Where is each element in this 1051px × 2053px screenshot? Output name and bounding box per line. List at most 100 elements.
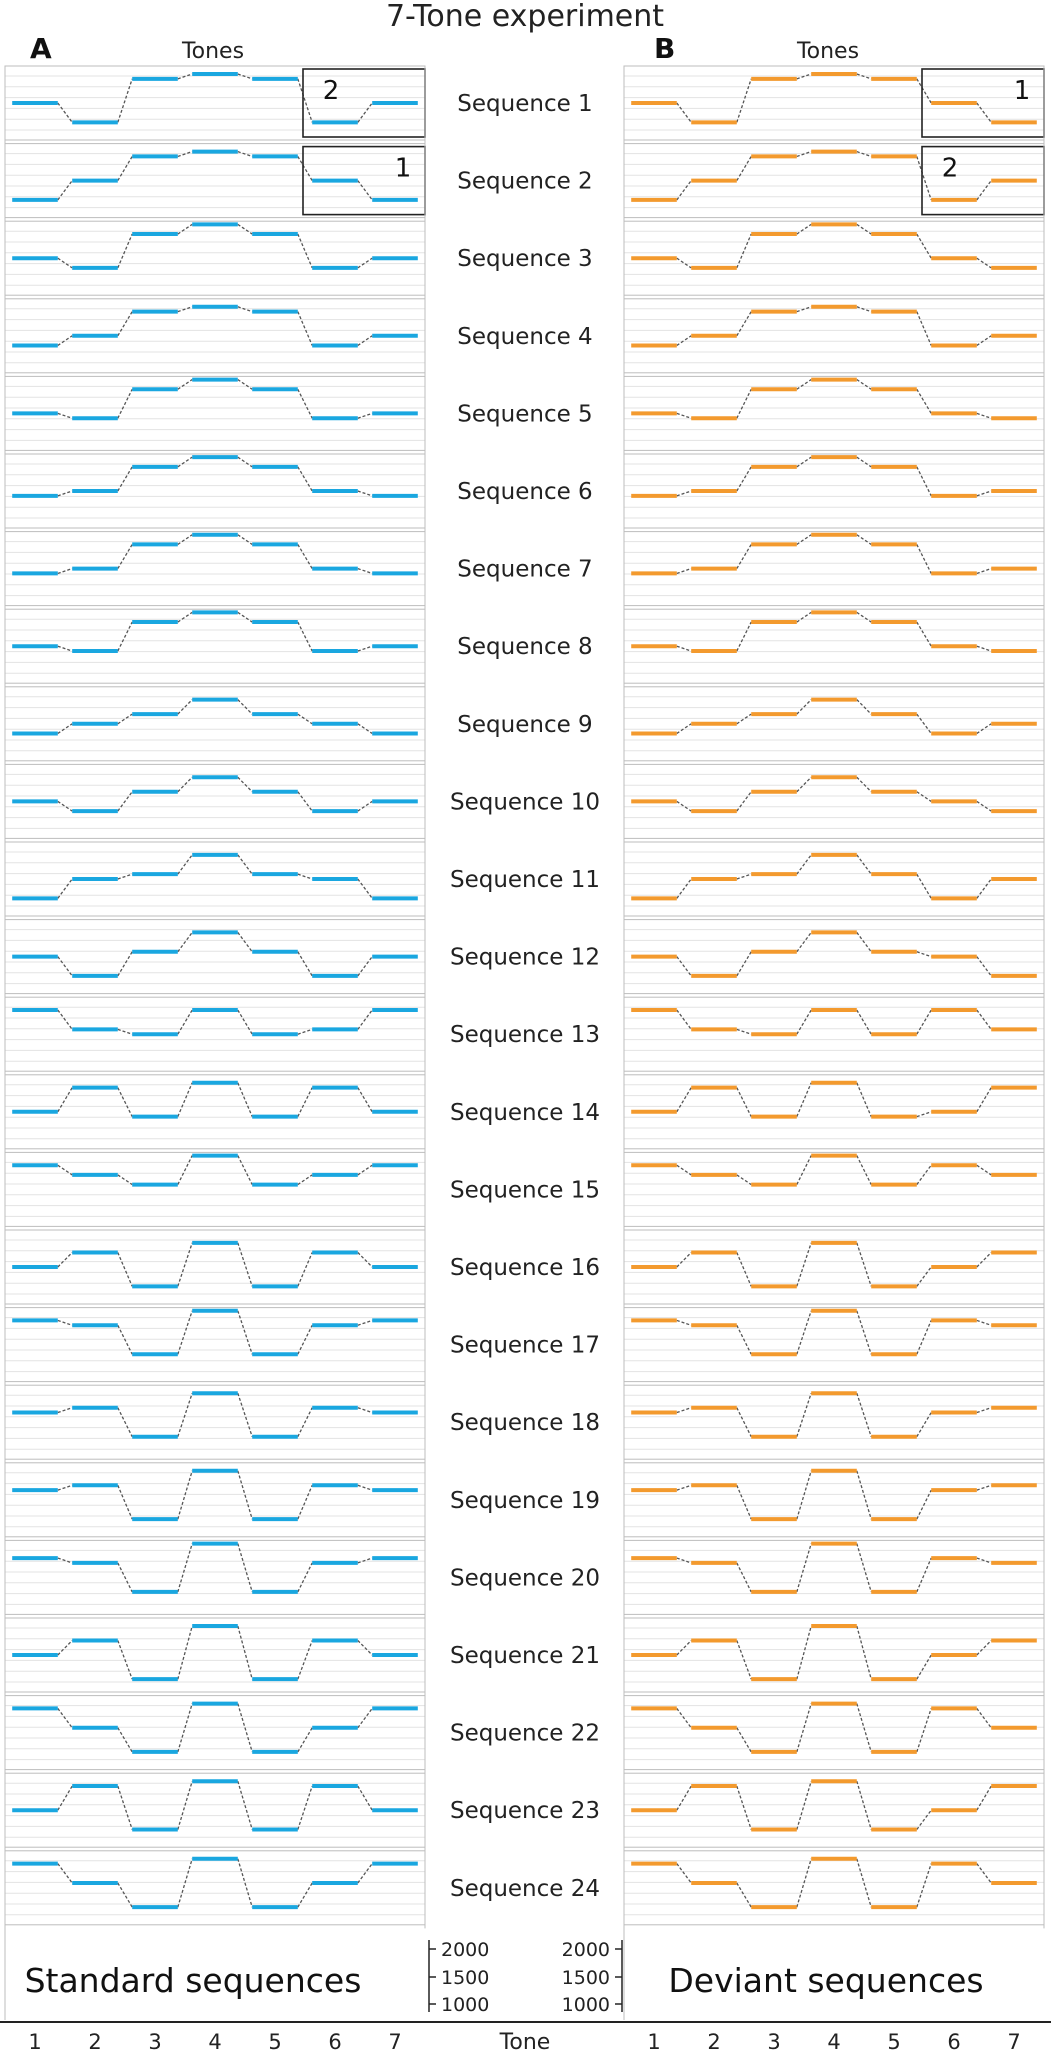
deviant-panel-frame	[623, 1772, 1045, 1848]
tone-connector	[976, 257, 992, 269]
standard-panel-frame	[4, 375, 426, 451]
tone-connector	[357, 878, 373, 899]
y-tick-label: 1000	[441, 1994, 489, 2016]
tone-connector	[117, 388, 133, 419]
sequence-label: Sequence 24	[450, 1876, 600, 1902]
tone-connector	[117, 1407, 133, 1437]
tone-connector	[856, 306, 872, 313]
deviant-panel	[623, 1539, 1045, 1615]
tone-connector	[57, 1009, 73, 1030]
tone-connector	[856, 1703, 872, 1753]
tone-connector	[736, 1640, 752, 1680]
sequence-label: Sequence 2	[457, 169, 592, 195]
tone-connector	[237, 611, 253, 623]
tone-connector	[796, 73, 812, 80]
tone-connector	[796, 1392, 812, 1437]
tone-connector	[976, 1708, 992, 1729]
sequence-label: Sequence 9	[457, 712, 592, 738]
tone-connector	[297, 713, 313, 725]
deviant-x-tick-label: 5	[887, 2030, 900, 2053]
tone-connector	[177, 1155, 193, 1185]
tone-connector	[297, 1252, 313, 1287]
deviant-panel	[623, 453, 1045, 529]
panel-b-header: Tones	[796, 39, 859, 64]
tone-connector	[676, 1164, 692, 1176]
tone-connector	[676, 1252, 692, 1268]
tone-connector	[676, 1708, 692, 1729]
sequence-label: Sequence 16	[450, 1255, 600, 1281]
tone-connector	[177, 306, 193, 313]
deviant-panel	[623, 996, 1045, 1072]
standard-panel	[4, 453, 426, 529]
standard-panel	[4, 608, 426, 684]
tone-connector	[736, 1785, 752, 1830]
standard-panel	[4, 531, 426, 607]
deviant-panel-frame	[623, 453, 1045, 529]
tone-connector	[357, 1640, 373, 1656]
standard-panel: 2	[4, 65, 426, 141]
deviant-panel-frame	[623, 375, 1045, 451]
tone-connector	[736, 388, 752, 419]
tone-connector	[57, 800, 73, 812]
standard-panel-frame	[4, 1462, 426, 1538]
tone-connector	[676, 257, 692, 269]
tone-connector	[357, 1164, 373, 1176]
tone-connector	[177, 854, 193, 875]
tone-connector	[357, 1319, 373, 1326]
deviant-panel-frame	[623, 608, 1045, 684]
tone-connector	[736, 78, 752, 123]
tone-connector	[796, 1781, 812, 1830]
deviant-panel-frame	[623, 1695, 1045, 1771]
standard-panel-frame	[4, 1539, 426, 1615]
standard-panel-frame	[4, 143, 426, 219]
tone-connector	[796, 223, 812, 235]
tone-connector	[57, 567, 73, 575]
tone-connector	[856, 611, 872, 623]
tone-connector	[177, 699, 193, 715]
tone-connector	[856, 534, 872, 545]
deviant-panel	[623, 1074, 1045, 1150]
sequence-label: Sequence 18	[450, 1410, 600, 1436]
deviant-panel	[623, 919, 1045, 995]
tone-connector	[976, 1009, 992, 1030]
deviant-panel-frame	[623, 1384, 1045, 1460]
tone-connector	[297, 621, 313, 652]
tone-connector	[916, 466, 932, 497]
tone-connector	[57, 1863, 73, 1884]
tone-connector	[57, 1484, 73, 1491]
tone-connector	[856, 776, 872, 793]
tone-connector	[736, 1087, 752, 1117]
deviant-panel	[623, 763, 1045, 839]
tone-connector	[856, 1470, 872, 1520]
standard-panel	[4, 375, 426, 451]
tone-connector	[916, 1164, 932, 1185]
tone-connector	[357, 1009, 373, 1030]
tone-connector	[57, 1708, 73, 1729]
tone-connector	[357, 1708, 373, 1729]
tone-connector	[357, 412, 373, 419]
standard-panel-frame	[4, 453, 426, 529]
tone-connector	[237, 1703, 253, 1753]
y-tick-label: 2000	[562, 1939, 610, 1961]
deviant-panel	[623, 1462, 1045, 1538]
tone-connector	[736, 621, 752, 652]
tone-connector	[916, 1809, 932, 1830]
tone-connector	[357, 257, 373, 269]
tone-connector	[297, 388, 313, 419]
tone-connector	[117, 1087, 133, 1117]
tone-connector	[57, 257, 73, 269]
tone-connector	[736, 791, 752, 812]
annotation-label: 2	[942, 154, 959, 184]
tone-connector	[916, 544, 932, 574]
tone-connector	[856, 1310, 872, 1355]
standard-panel-frame	[4, 1850, 426, 1926]
y-tick-label: 1500	[562, 1967, 610, 1989]
tone-connector	[676, 102, 692, 123]
tone-connector	[976, 645, 992, 652]
tone-connector	[117, 78, 133, 123]
deviant-panel	[623, 841, 1045, 917]
sequence-label: Sequence 19	[450, 1488, 600, 1514]
deviant-panel-frame	[623, 298, 1045, 374]
sequence-label: Sequence 13	[450, 1022, 600, 1048]
tone-connector	[676, 645, 692, 652]
